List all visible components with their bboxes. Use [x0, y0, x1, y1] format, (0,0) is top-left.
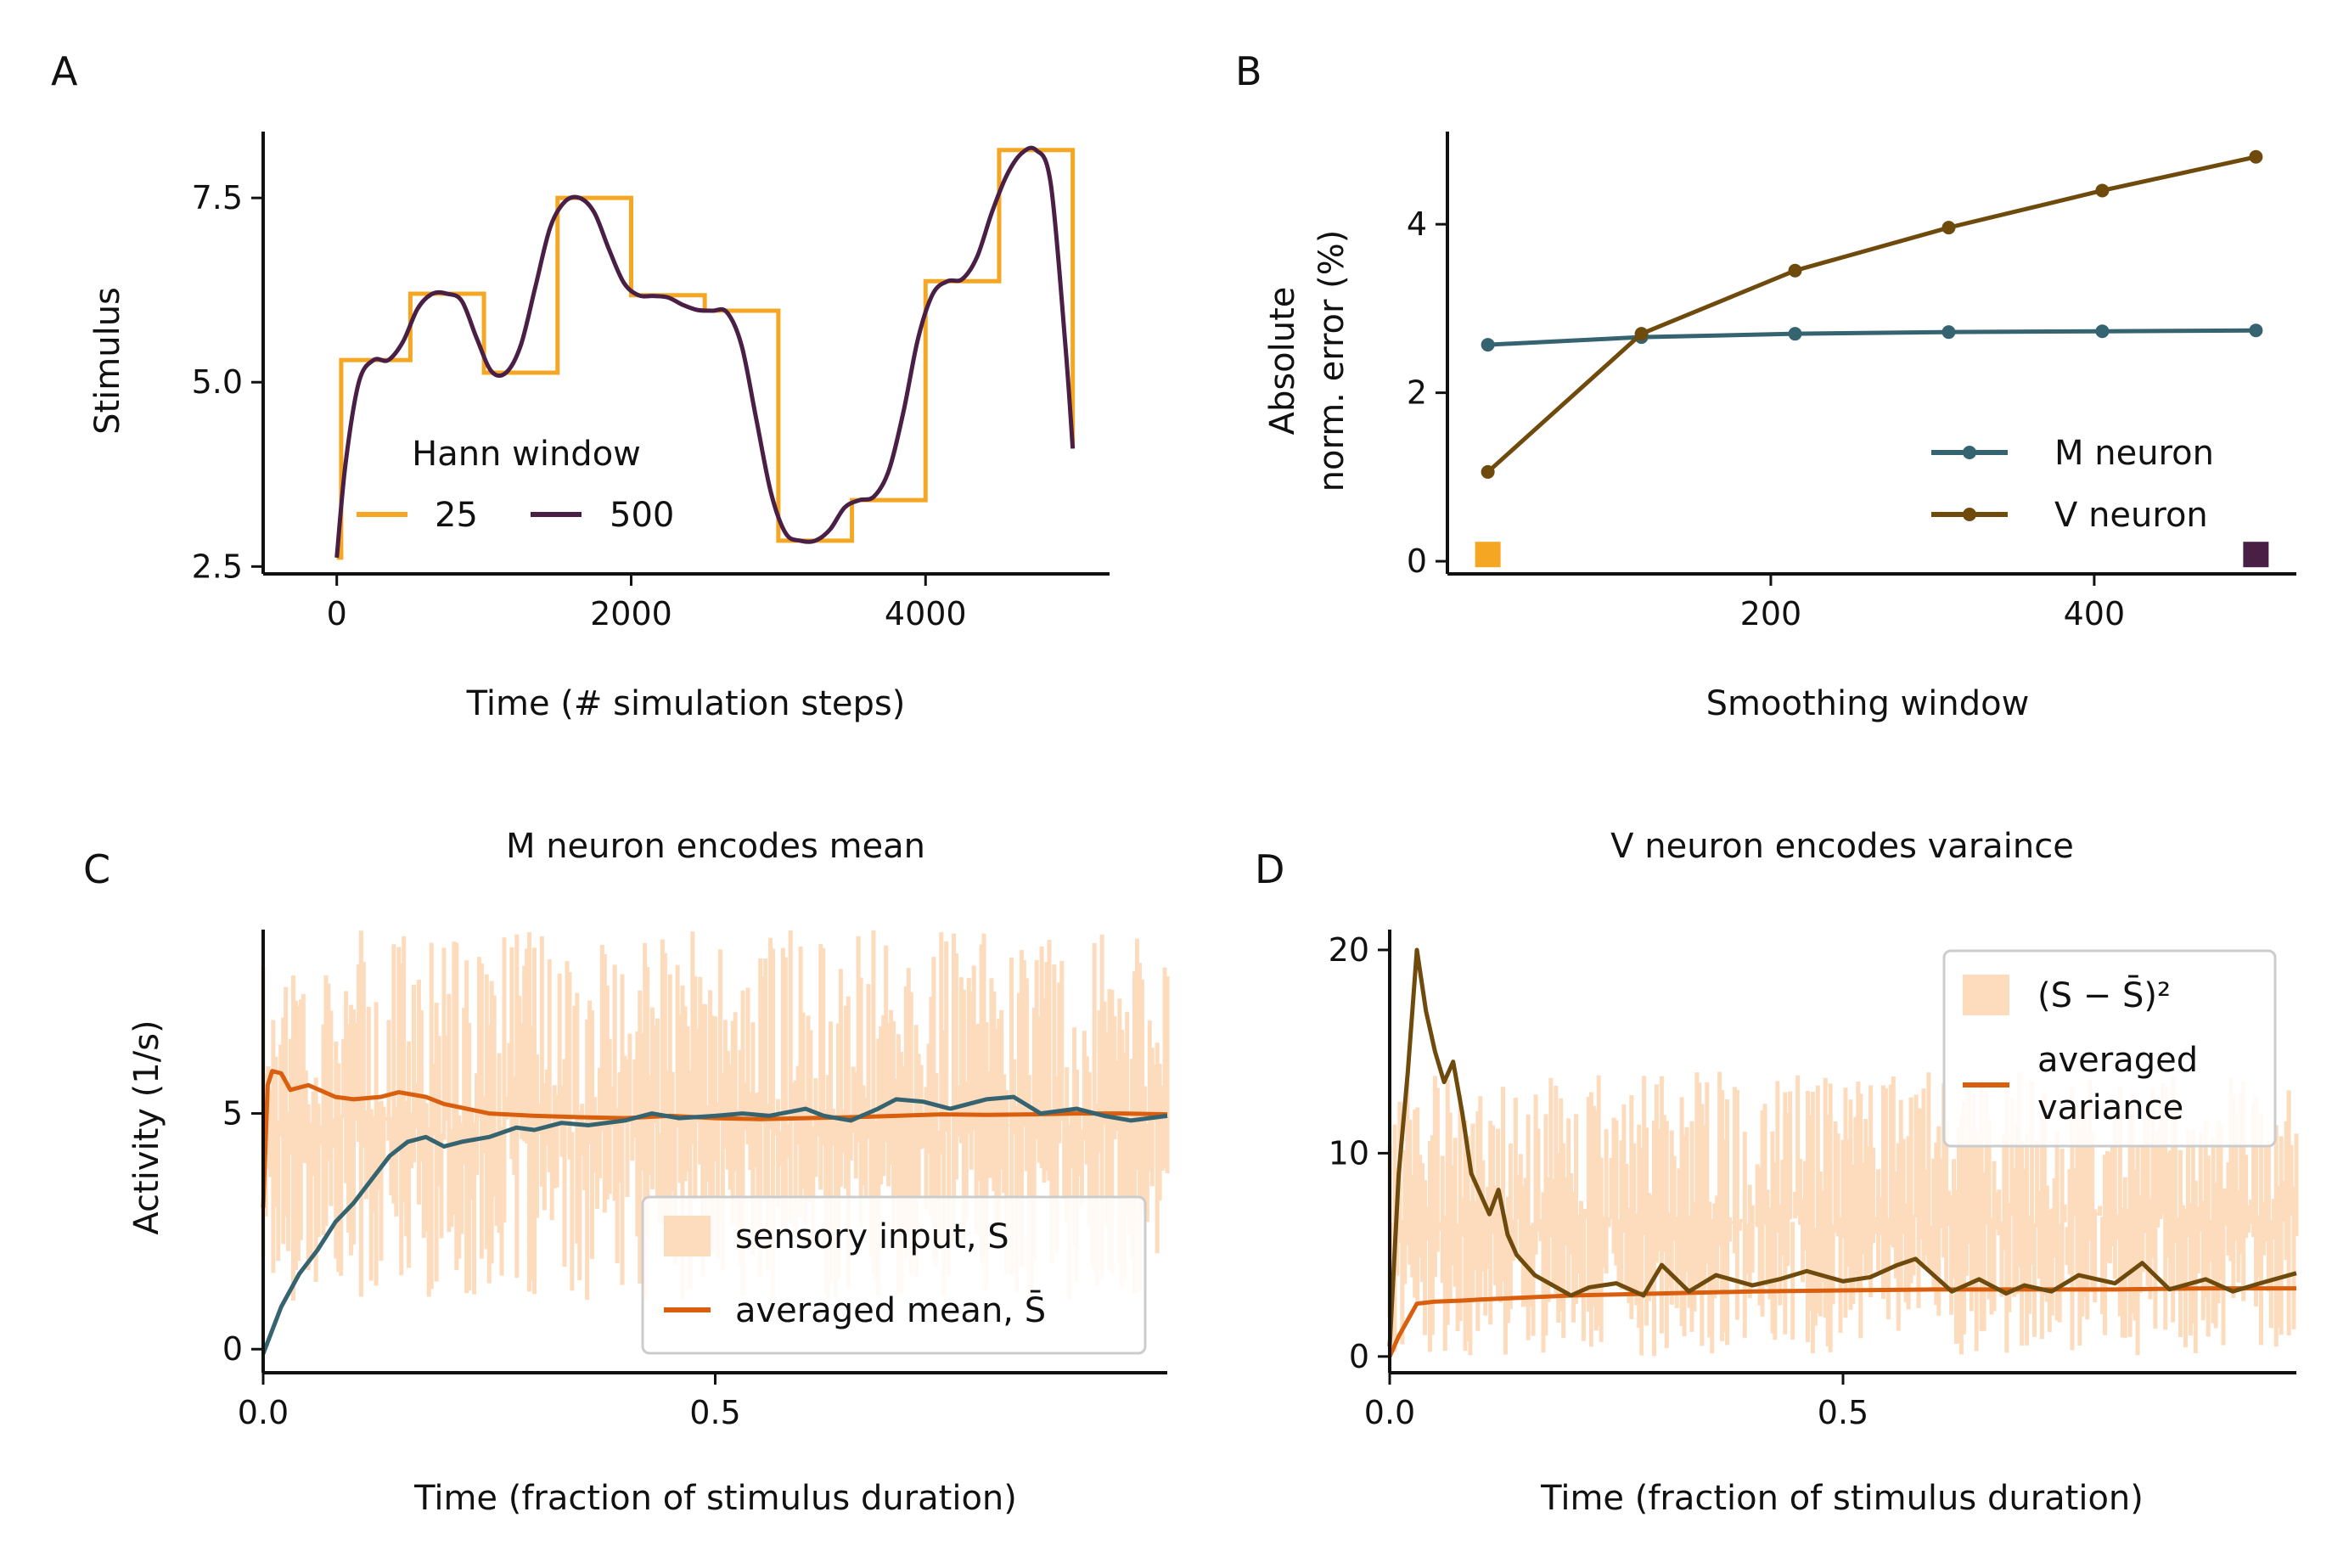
- panel-letter-b: B: [1235, 48, 1262, 94]
- panel-a-xtick-label: 4000: [885, 595, 967, 632]
- panel-c-ytick-label: 0: [222, 1330, 243, 1368]
- panel-c-legend-frame: [641, 1195, 1147, 1355]
- panel-b-xlabel: Smoothing window: [1706, 684, 2030, 723]
- panel-d-xlabel: Time (fraction of stimulus duration): [1540, 1479, 2144, 1518]
- panel-b-ylabel-line1: Absolute: [1263, 287, 1302, 436]
- panel-b-ylabel-line2: norm. error (%): [1312, 230, 1351, 492]
- panel-b-point: [1788, 327, 1802, 341]
- panel-d-ytick-label: 0: [1349, 1338, 1369, 1375]
- panel-d-legend-frame: [1942, 949, 2277, 1148]
- panel-d-marks: [1387, 947, 2299, 1357]
- panel-b: 200 400 0 2 4 Smoothing window Absolute norm…: [1263, 132, 2296, 723]
- panel-b-window-marker-1: [2243, 542, 2269, 568]
- panel-b-series-m: [1487, 328, 2256, 347]
- panel-b-series-v: [1486, 155, 2256, 474]
- panel-a-xtick-label: 2000: [590, 595, 672, 632]
- panel-b-point: [1941, 325, 1956, 340]
- panel-c-ylabel: Activity (1/s): [127, 1020, 166, 1234]
- panel-a: 0 2000 4000 2.5 5.0 7.5 Time (# simulation st…: [88, 132, 1110, 723]
- panel-b-xtick-label: 200: [1740, 595, 1802, 632]
- panel-a-legend: Hann window 25 500: [357, 435, 674, 535]
- panel-letter-d: D: [1255, 846, 1284, 892]
- panel-b-window-marker-0: [1475, 542, 1501, 568]
- panel-b-xtick-label: 400: [2064, 595, 2126, 632]
- panel-c-legend-label-input: sensory input, S: [735, 1217, 1009, 1256]
- panel-a-legend-title: Hann window: [412, 435, 641, 474]
- panel-c-axes: 0.0 0.5 0 5: [222, 930, 1167, 1431]
- panel-d-axes: 0.0 0.5 0 10 20: [1329, 930, 2296, 1431]
- panel-b-ytick-label: 0: [1407, 542, 1427, 580]
- panel-c-title: M neuron encodes mean: [506, 827, 925, 866]
- panel-c-xtick-label: 0.5: [689, 1394, 740, 1431]
- panel-c-legend-label-mean: averaged mean, S̄: [735, 1290, 1046, 1330]
- panel-c-series-0: [261, 1069, 1168, 1208]
- panel-d-ytick-label: 20: [1329, 931, 1369, 969]
- panel-b-axes: 200 400 0 2 4: [1407, 132, 2296, 632]
- panel-b-ytick-label: 2: [1407, 374, 1427, 412]
- panel-b-point: [1481, 464, 1495, 479]
- panel-b-point: [1788, 263, 1802, 278]
- panel-d-legend-label-var-line2: variance: [2037, 1088, 2183, 1127]
- panel-b-point: [2095, 324, 2110, 339]
- panel-c-xlabel: Time (fraction of stimulus duration): [413, 1479, 1017, 1518]
- panel-c-legend-swatch-input: [664, 1216, 711, 1256]
- panel-b-point: [2249, 323, 2263, 338]
- panel-b-marks: [1475, 149, 2269, 568]
- panel-a-ytick-label: 7.5: [192, 179, 243, 216]
- panel-c-legend: sensory input, S averaged mean, S̄: [641, 1195, 1147, 1355]
- panel-b-point: [2249, 149, 2263, 164]
- panel-a-ytick-label: 2.5: [192, 548, 243, 585]
- panel-b-point: [2095, 183, 2110, 198]
- panel-d: V neuron encodes varaince 0.0 0.5 0 10 20 Ti…: [1329, 827, 2299, 1518]
- panel-c-series-1: [261, 1094, 1168, 1355]
- panel-a-legend-label-25: 25: [435, 496, 478, 535]
- panel-c-xtick-label: 0.0: [238, 1394, 289, 1431]
- panel-d-legend-label-sq: (S − S̄)²: [2037, 975, 2171, 1015]
- panel-d-legend-swatch-sq: [1963, 975, 2009, 1015]
- panel-d-series-1: [1387, 947, 2297, 1347]
- panel-d-legend-label-var-line1: averaged: [2037, 1041, 2198, 1080]
- panel-b-point: [1941, 221, 1956, 235]
- panel-c: M neuron encodes mean 0.0 0.5 0 5 Time (fra…: [127, 827, 1170, 1518]
- panel-letter-c: C: [83, 846, 110, 892]
- panel-a-series-500: [334, 145, 1076, 559]
- panel-a-xtick-label: 0: [327, 595, 347, 632]
- panel-d-xtick-label: 0.5: [1818, 1394, 1868, 1431]
- panel-d-xtick-label: 0.0: [1364, 1394, 1415, 1431]
- panel-a-xlabel: Time (# simulation steps): [466, 684, 906, 723]
- panel-letter-a: A: [51, 48, 78, 94]
- panel-b-legend-label-v: V neuron: [2054, 496, 2208, 535]
- panel-b-legend: M neuron V neuron: [1931, 434, 2214, 535]
- panel-b-point: [1634, 327, 1649, 341]
- panel-b-legend-marker-v: [1963, 508, 1976, 521]
- panel-b-legend-marker-m: [1963, 446, 1976, 459]
- panel-a-marks: [334, 145, 1076, 560]
- panel-b-ytick-label: 4: [1407, 205, 1427, 243]
- panel-a-ytick-label: 5.0: [192, 363, 243, 401]
- panel-b-point: [1481, 338, 1495, 352]
- panel-a-ylabel: Stimulus: [88, 287, 127, 435]
- panel-a-axes: 0 2000 4000 2.5 5.0 7.5: [192, 132, 1110, 632]
- panel-b-legend-label-m: M neuron: [2054, 434, 2214, 473]
- panel-d-ytick-label: 10: [1329, 1134, 1369, 1172]
- panel-d-title: V neuron encodes varaince: [1610, 827, 2074, 866]
- panel-c-ytick-label: 5: [222, 1095, 243, 1132]
- panel-a-legend-label-500: 500: [610, 496, 674, 535]
- panel-d-legend: (S − S̄)² averaged variance: [1942, 949, 2277, 1148]
